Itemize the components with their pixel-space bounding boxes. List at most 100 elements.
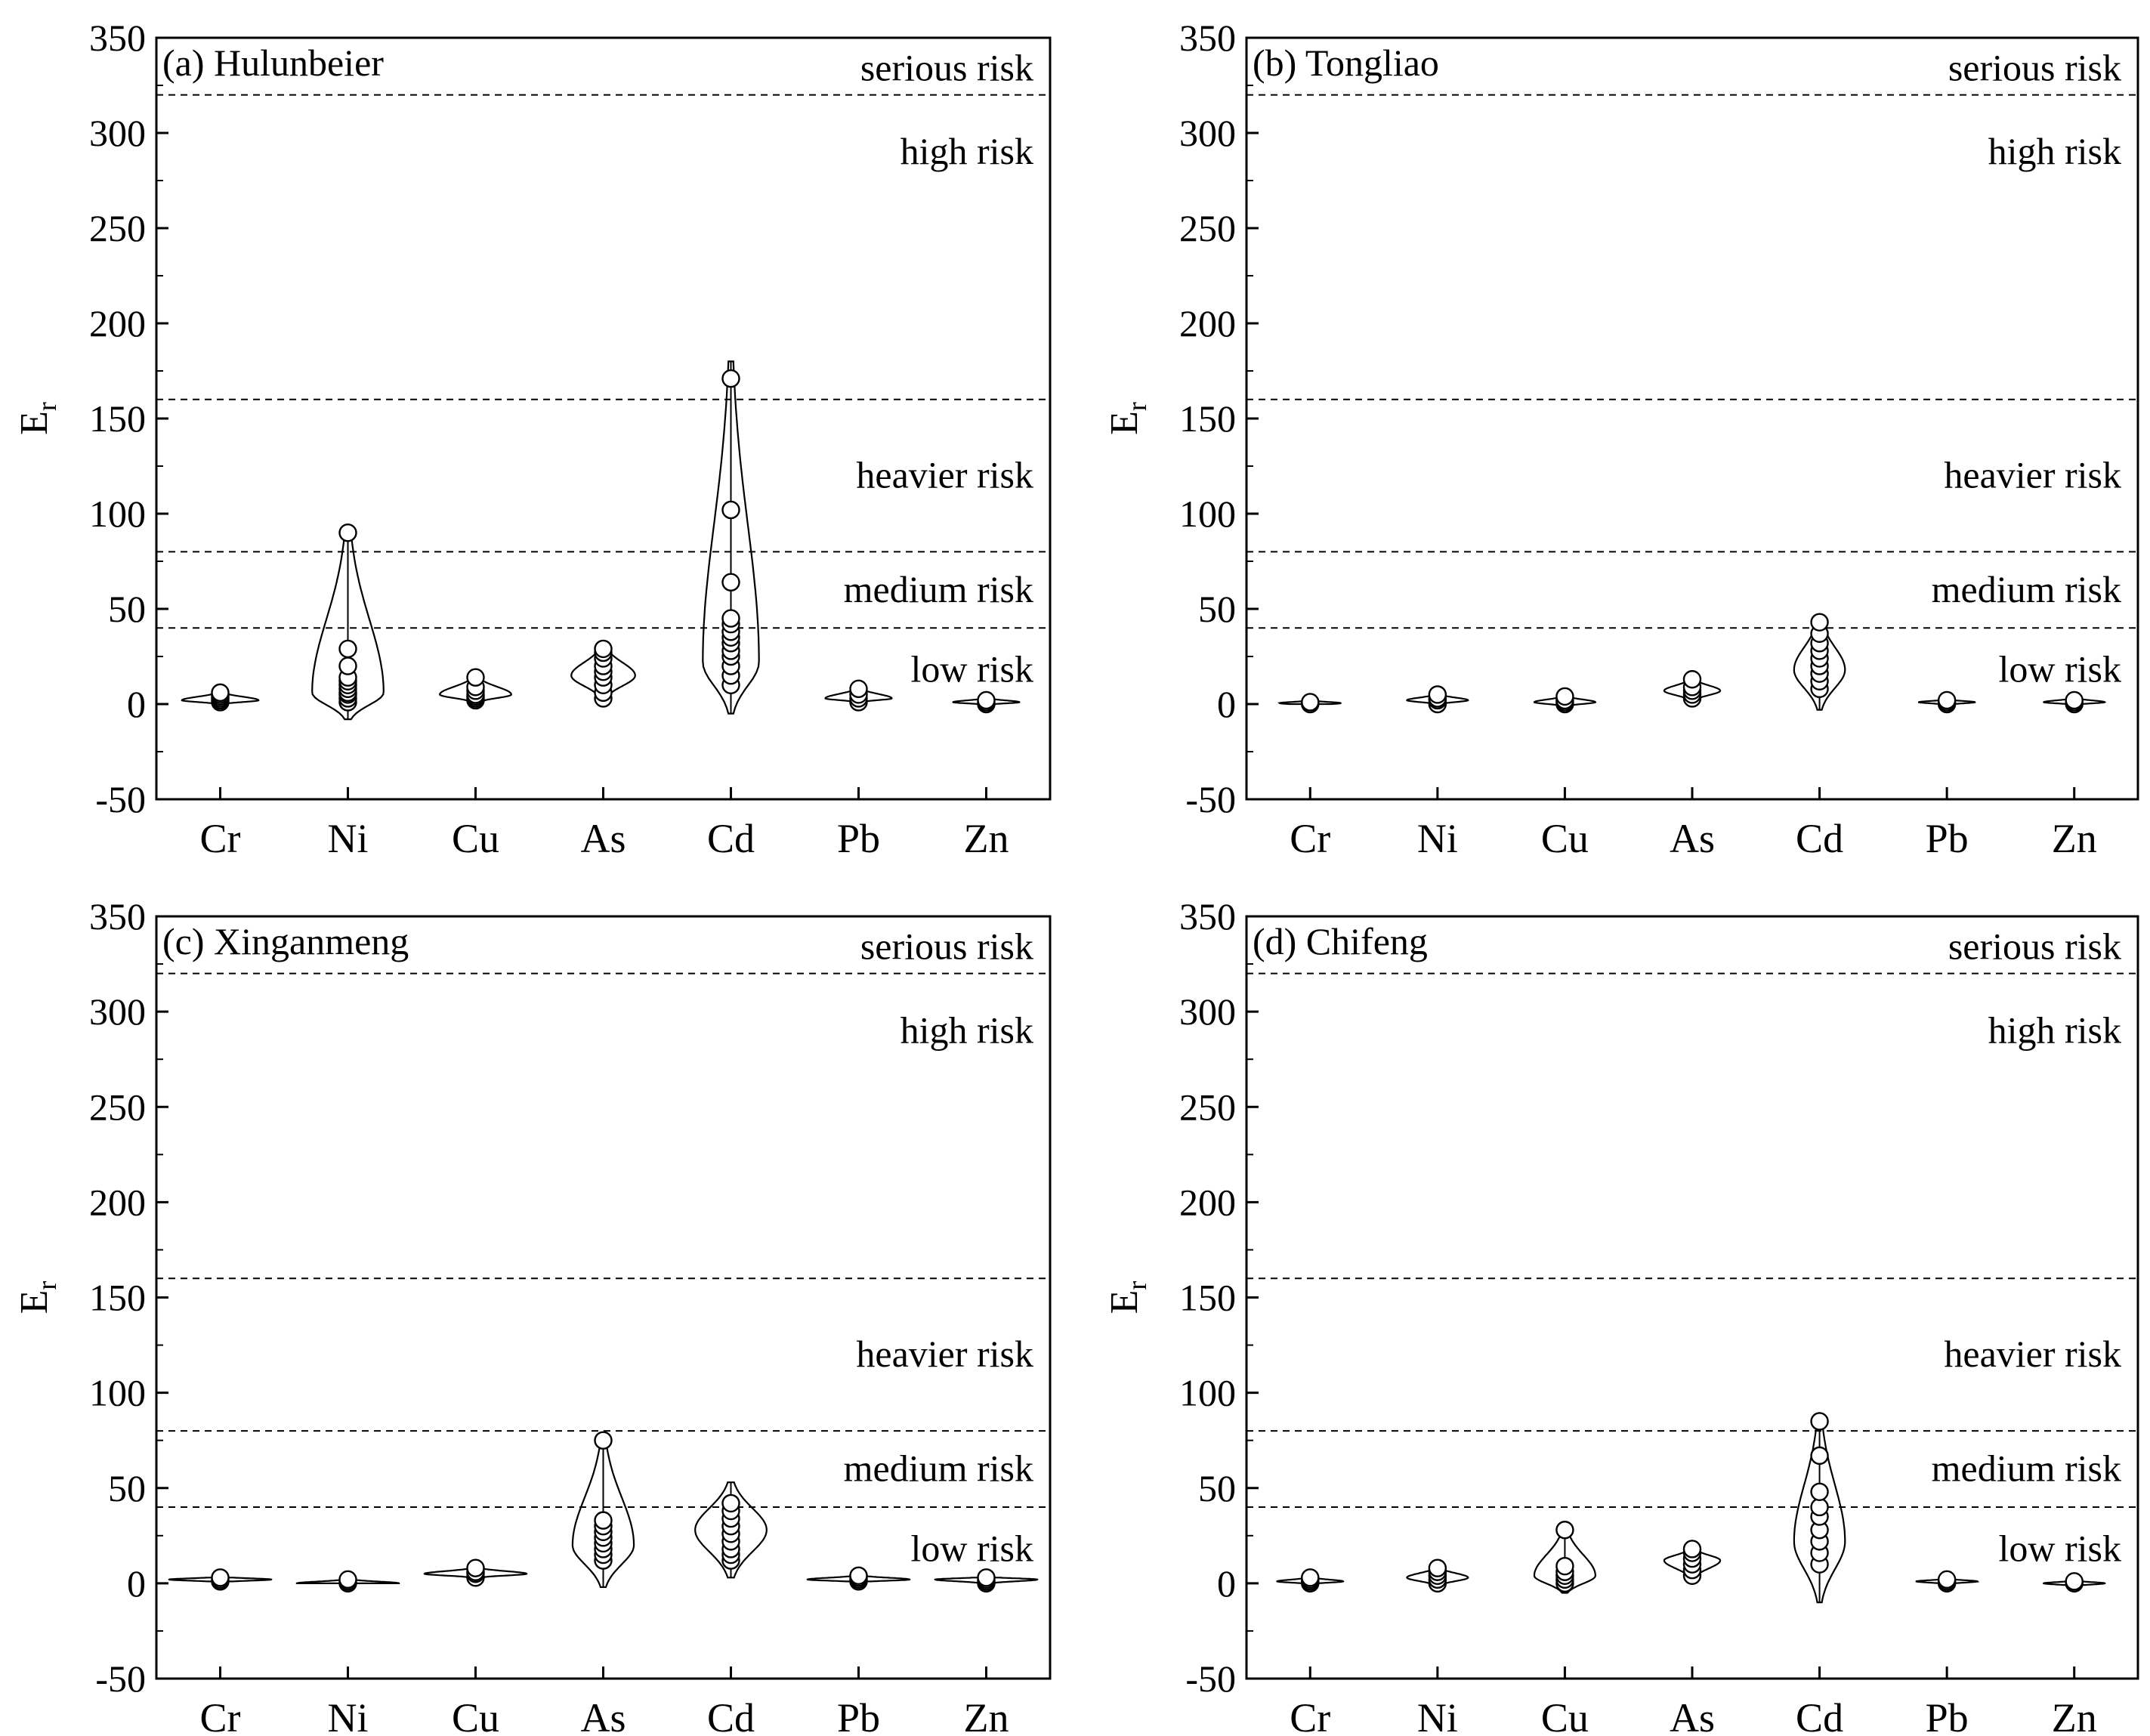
data-point-cd	[1810, 1497, 1829, 1517]
y-tick-label: 0	[1217, 683, 1236, 725]
data-point-pb	[1937, 690, 1957, 710]
y-tick-label: 350	[1179, 895, 1236, 938]
x-tick-label-zn: Zn	[964, 816, 1009, 861]
risk-label: low risk	[911, 648, 1034, 690]
x-tick-label-zn: Zn	[2052, 1695, 2097, 1736]
y-tick-label: 50	[108, 1467, 146, 1509]
x-tick-label-ni: Ni	[1417, 1695, 1458, 1736]
risk-label: medium risk	[844, 568, 1033, 610]
y-tick-label: 200	[1179, 1181, 1236, 1223]
x-tick-label-ni: Ni	[328, 816, 369, 861]
data-point-ni	[1428, 685, 1447, 704]
panel-title: (c) Xinganmeng	[162, 920, 409, 962]
x-tick-label-cr: Cr	[1290, 816, 1330, 861]
x-tick-label-cu: Cu	[1541, 816, 1589, 861]
data-point-pb	[849, 679, 868, 699]
y-tick-label: 100	[1179, 1372, 1236, 1414]
y-axis-label-sub: r	[32, 402, 62, 411]
data-point-zn	[2065, 690, 2084, 710]
y-tick-label: -50	[1185, 1657, 1236, 1700]
y-axis-label: Er	[13, 402, 62, 435]
y-axis-label-main: E	[13, 1290, 56, 1314]
data-point-as	[594, 1431, 613, 1450]
data-point-ni	[338, 1570, 357, 1589]
data-point-zn	[2065, 1572, 2084, 1591]
data-point-cr	[211, 683, 230, 703]
data-point-cd	[1810, 613, 1829, 632]
data-point-ni	[338, 639, 357, 659]
risk-label: heavier risk	[856, 1333, 1033, 1375]
data-point-pb	[849, 1566, 868, 1585]
y-tick-label: 250	[1179, 1086, 1236, 1128]
y-tick-label: 250	[89, 207, 146, 249]
x-tick-label-cu: Cu	[452, 816, 499, 861]
y-tick-label: 150	[1179, 397, 1236, 440]
data-point-cd	[721, 573, 740, 592]
y-tick-label: 200	[89, 1181, 146, 1223]
y-tick-label: -50	[1185, 778, 1236, 820]
data-point-zn	[977, 1568, 996, 1587]
y-tick-label: 300	[89, 990, 146, 1033]
risk-label: medium risk	[1932, 568, 2121, 610]
y-tick-label: 0	[1217, 1562, 1236, 1605]
y-axis-label: Er	[1103, 1281, 1152, 1314]
risk-label: high risk	[900, 130, 1033, 172]
risk-label: high risk	[900, 1009, 1033, 1051]
y-tick-label: 150	[89, 1277, 146, 1319]
y-tick-label: -50	[95, 778, 146, 820]
y-axis-label: Er	[1103, 402, 1152, 435]
panel-chifeng: low risk medium risk heavier risk high risk…	[1103, 895, 2139, 1736]
risk-label: medium risk	[1932, 1447, 2121, 1490]
y-tick-label: 100	[89, 1372, 146, 1414]
y-tick-label: 300	[1179, 112, 1236, 154]
risk-label: serious risk	[1948, 925, 2121, 967]
x-tick-label-as: As	[580, 816, 626, 861]
y-tick-label: 50	[1198, 588, 1236, 630]
y-tick-label: 350	[89, 17, 146, 59]
y-axis-label-main: E	[13, 411, 56, 435]
y-tick-label: 300	[89, 112, 146, 154]
data-point-cd	[721, 1494, 740, 1513]
data-point-cu	[466, 668, 485, 687]
y-tick-label: 0	[127, 1562, 146, 1605]
risk-label: serious risk	[860, 46, 1033, 88]
data-point-as	[594, 1511, 613, 1530]
panel-hulunbeier: low risk medium risk heavier risk high risk…	[13, 17, 1052, 861]
y-tick-label: 50	[108, 588, 146, 630]
x-tick-label-cr: Cr	[200, 1695, 241, 1736]
risk-label: low risk	[911, 1527, 1034, 1569]
risk-label: medium risk	[844, 1447, 1033, 1490]
data-point-as	[1682, 670, 1702, 689]
y-tick-label: 150	[1179, 1277, 1236, 1319]
x-tick-label-cu: Cu	[452, 1695, 499, 1736]
data-point-ni	[338, 656, 357, 675]
data-point-as	[594, 639, 613, 659]
y-tick-label: 0	[127, 683, 146, 725]
x-tick-label-cu: Cu	[1541, 1695, 1589, 1736]
y-tick-label: 150	[89, 397, 146, 440]
data-point-cu	[1555, 1521, 1574, 1540]
risk-label: high risk	[1988, 130, 2121, 172]
y-tick-label: 350	[89, 895, 146, 938]
data-point-ni	[1428, 1558, 1447, 1577]
data-point-cr	[1301, 1568, 1320, 1587]
y-tick-label: 250	[89, 1086, 146, 1128]
x-tick-label-cd: Cd	[707, 816, 755, 861]
y-axis-label: Er	[13, 1281, 62, 1314]
x-tick-label-ni: Ni	[328, 1695, 369, 1736]
x-tick-label-pb: Pb	[1926, 1695, 1969, 1736]
x-tick-label-cr: Cr	[1290, 1695, 1330, 1736]
panel-title: (b) Tongliao	[1253, 42, 1439, 84]
x-tick-label-ni: Ni	[1417, 816, 1458, 861]
y-tick-label: 350	[1179, 17, 1236, 59]
risk-label: low risk	[1999, 648, 2122, 690]
y-tick-label: 100	[1179, 493, 1236, 535]
y-tick-label: 250	[1179, 207, 1236, 249]
risk-label: serious risk	[1948, 46, 2121, 88]
data-point-pb	[1937, 1570, 1957, 1589]
x-tick-label-cd: Cd	[707, 1695, 755, 1736]
y-tick-label: 100	[89, 493, 146, 535]
data-point-cu	[1555, 687, 1574, 706]
data-point-cd	[721, 609, 740, 628]
